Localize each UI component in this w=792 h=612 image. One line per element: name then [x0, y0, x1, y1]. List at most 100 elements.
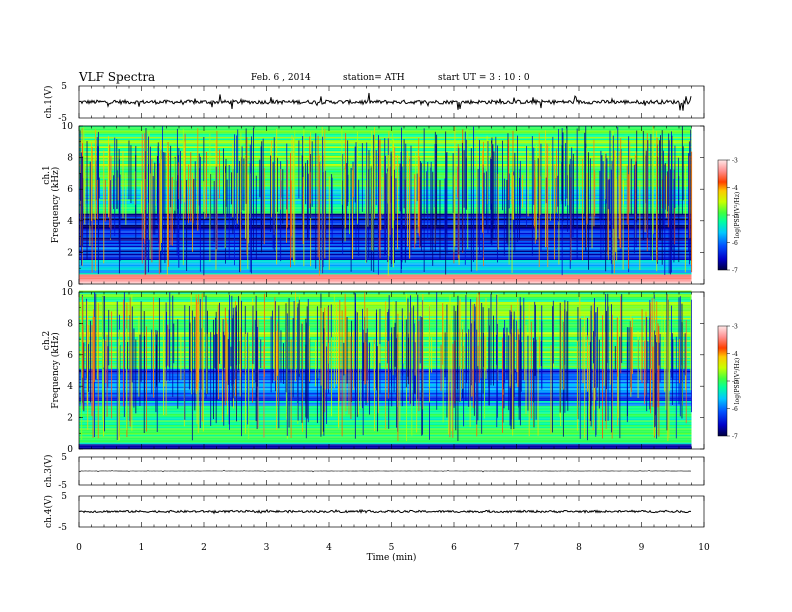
sferic-streak — [192, 172, 193, 252]
sferic-streak — [661, 130, 663, 265]
sferic-streak — [502, 337, 504, 433]
sferic-streak — [405, 143, 407, 257]
sferic-streak — [491, 137, 493, 232]
sferic-streak — [353, 330, 355, 390]
psd-row — [79, 255, 692, 257]
sferic-streak — [218, 302, 220, 364]
sferic-streak — [688, 153, 689, 251]
psd-row — [79, 277, 692, 280]
sferic-streak — [607, 178, 609, 255]
x-tick-label: 9 — [639, 543, 645, 553]
sferic-streak — [173, 323, 175, 364]
sferic-streak — [530, 321, 532, 419]
sferic-streak — [397, 334, 399, 407]
x-tick-label: 3 — [264, 543, 270, 553]
colorbar-tick-label: -6 — [732, 240, 738, 247]
sferic-streak — [446, 152, 448, 254]
psd-row — [79, 433, 692, 435]
ch1-waveform: 5 -5 ch.1(V) — [43, 82, 705, 124]
psd-row — [79, 149, 692, 152]
sferic-streak — [103, 339, 104, 368]
sferic-streak — [426, 171, 428, 214]
sferic-streak — [94, 129, 96, 271]
sferic-streak — [595, 336, 596, 401]
sferic-streak — [455, 310, 457, 431]
sferic-streak — [81, 299, 83, 440]
sferic-streak — [531, 136, 533, 256]
sferic-streak — [254, 319, 256, 383]
sferic-streak — [603, 309, 605, 386]
x-tick-label: 10 — [698, 543, 710, 553]
sferic-streak — [88, 344, 90, 392]
ch2-spectrogram: 0 2 4 6 8 10 ch.2 Frequency (kHz) -3 -4 -5 -6 -7 log(… — [42, 288, 741, 455]
sferic-streak — [347, 140, 349, 207]
sferic-streak — [521, 175, 523, 208]
sferic-streak — [298, 140, 300, 199]
sferic-streak — [190, 152, 192, 222]
colorbar-label: log(PSD(V²/Hz) — [734, 358, 741, 405]
sferic-streak — [462, 342, 464, 370]
y-tick-label: -5 — [58, 523, 67, 533]
sferic-streak — [210, 332, 212, 426]
sferic-streak — [519, 297, 521, 406]
sferic-streak — [223, 148, 224, 215]
y-tick-label: 8 — [67, 319, 73, 329]
sferic-streak — [661, 304, 663, 367]
sferic-streak — [513, 175, 514, 220]
sferic-streak — [665, 336, 667, 410]
sferic-streak — [324, 128, 326, 259]
sferic-streak — [307, 173, 309, 239]
sferic-streak — [559, 302, 561, 413]
colorbar-tick-label: -4 — [732, 351, 738, 358]
sferic-streak — [629, 141, 631, 213]
sferic-streak — [261, 170, 263, 253]
sferic-streak — [506, 179, 508, 243]
sferic-streak — [351, 320, 352, 403]
sferic-streak — [199, 156, 201, 272]
sferic-streak — [395, 178, 397, 241]
sferic-streak — [188, 164, 189, 224]
sferic-streak — [550, 344, 552, 434]
sferic-streak — [394, 322, 396, 367]
sferic-streak — [91, 325, 93, 416]
sferic-streak — [628, 174, 629, 269]
sferic-streak — [139, 334, 141, 407]
sferic-streak — [197, 302, 199, 391]
psd-row — [79, 434, 692, 437]
sferic-streak — [552, 306, 553, 433]
sferic-streak — [602, 161, 604, 253]
sferic-streak — [191, 310, 193, 441]
sferic-streak — [207, 310, 208, 395]
sferic-streak — [534, 160, 536, 229]
y-tick-label: 10 — [62, 288, 74, 298]
sferic-streak — [309, 136, 311, 209]
sferic-streak — [558, 129, 559, 222]
sferic-streak — [240, 327, 242, 377]
sferic-streak — [178, 162, 180, 200]
sferic-streak — [684, 333, 686, 376]
sferic-streak — [206, 333, 208, 394]
sferic-streak — [158, 163, 160, 274]
psd-row — [79, 276, 692, 278]
sferic-streak — [466, 333, 467, 383]
sferic-streak — [615, 150, 617, 253]
sferic-streak — [519, 177, 520, 240]
sferic-streak — [533, 147, 535, 205]
sferic-streak — [470, 148, 472, 272]
sferic-streak — [611, 160, 613, 274]
start-time-label: start UT = 3 : 10 : 0 — [438, 73, 530, 83]
sferic-streak — [617, 335, 619, 426]
sferic-streak — [620, 296, 622, 374]
sferic-streak — [366, 142, 368, 263]
sferic-streak — [357, 131, 359, 224]
psd-row — [79, 264, 692, 267]
y-tick-label: 4 — [67, 217, 73, 227]
sferic-streak — [110, 180, 112, 239]
sferic-streak — [635, 161, 637, 248]
sferic-streak — [119, 339, 120, 441]
sferic-streak — [217, 304, 219, 373]
sferic-streak — [417, 294, 419, 399]
sferic-streak — [190, 293, 192, 372]
panel-channel-label: ch.1 — [42, 165, 52, 184]
sferic-streak — [414, 174, 416, 249]
